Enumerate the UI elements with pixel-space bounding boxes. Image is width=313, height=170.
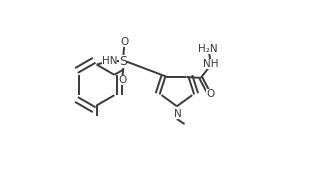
Text: O: O: [118, 75, 126, 85]
Text: O: O: [206, 89, 215, 99]
Text: N: N: [174, 109, 182, 119]
Text: NH: NH: [203, 59, 219, 69]
Text: H₂N: H₂N: [198, 44, 218, 54]
Text: HN: HN: [102, 56, 117, 66]
Text: S: S: [119, 55, 127, 68]
Text: O: O: [120, 37, 129, 47]
